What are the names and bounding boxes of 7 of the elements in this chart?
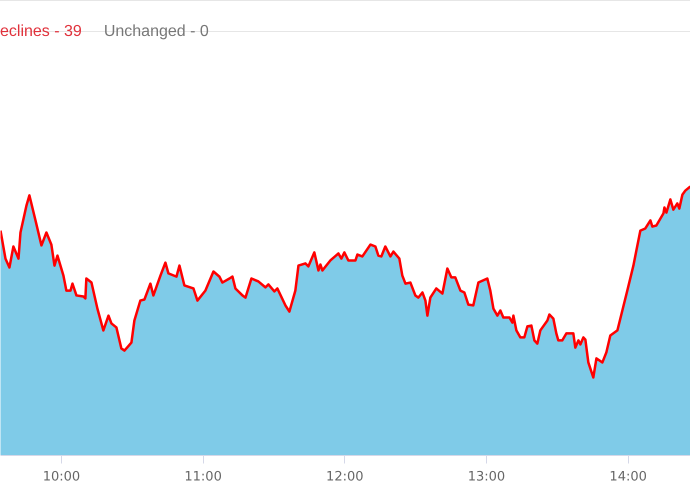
text: eclines - 39 (0, 23, 82, 40)
x-tick-label: 10:00 (42, 470, 80, 484)
x-tick-label: 12:00 (326, 470, 364, 484)
x-tick-label: 13:00 (468, 470, 506, 484)
text: Unchanged - 0 (104, 23, 209, 40)
x-tick-label: 14:00 (609, 470, 647, 484)
x-tick-label: 11:00 (184, 470, 222, 484)
